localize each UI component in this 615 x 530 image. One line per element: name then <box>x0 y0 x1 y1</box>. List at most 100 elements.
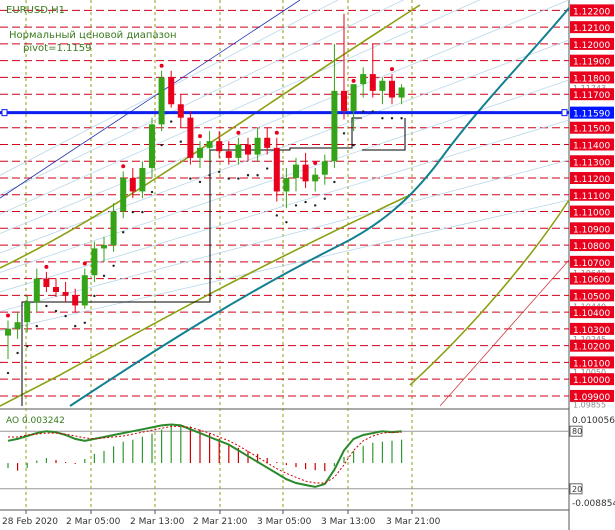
time-label: 2 Mar 21:00 <box>193 517 248 527</box>
price-marker-label: 1.09855 <box>573 400 606 409</box>
bearish-candle[interactable] <box>53 286 59 293</box>
price-label-bg <box>570 389 614 402</box>
bearish-candle[interactable] <box>177 104 184 118</box>
fan-line <box>0 0 405 196</box>
indicator-title: Нормальный ценовой диапазон <box>9 30 177 41</box>
indicator-dot <box>304 200 307 204</box>
pivot-label: pivot=1.1159 <box>23 43 91 54</box>
bullish-candle[interactable] <box>139 167 146 192</box>
bullish-candle[interactable] <box>379 80 386 91</box>
bearish-candle[interactable] <box>389 80 395 98</box>
main-price-pane[interactable] <box>0 0 570 530</box>
oscillator-pane[interactable]: 80 20 <box>0 423 583 495</box>
price-label-bg <box>570 205 614 218</box>
price-label-bg <box>570 356 614 369</box>
indicator-dot <box>266 167 269 170</box>
price-label-bg <box>570 37 614 50</box>
bearish-candle[interactable] <box>302 164 309 182</box>
price-label-bg <box>570 272 614 285</box>
price-label: 1.11900 <box>573 58 610 68</box>
indicator-dot <box>400 117 403 120</box>
level-80-label: 80 <box>572 427 582 436</box>
indicator-dot <box>208 174 211 177</box>
indicator-dot <box>122 231 125 234</box>
bearish-candle[interactable] <box>341 90 347 111</box>
bullish-candle[interactable] <box>321 161 328 175</box>
level-80-tag <box>569 425 583 437</box>
bullish-candle[interactable] <box>158 77 165 125</box>
bullish-candle[interactable] <box>91 248 98 276</box>
bullish-candle[interactable] <box>235 144 242 158</box>
price-label-bg <box>570 155 614 168</box>
bullish-candle[interactable] <box>33 278 40 303</box>
bullish-candle[interactable] <box>110 211 117 246</box>
bearish-candle[interactable] <box>43 278 50 287</box>
price-label-bg <box>570 21 614 34</box>
indicator-dot <box>160 143 163 147</box>
bearish-candle[interactable] <box>273 147 280 192</box>
price-label-bg <box>570 306 614 319</box>
price-label-bg <box>570 121 614 134</box>
time-label: 3 Mar 13:00 <box>321 517 376 527</box>
bearish-candle[interactable] <box>225 151 232 158</box>
price-marker-label: 1.10245 <box>573 335 606 344</box>
bearish-candle[interactable] <box>187 117 194 158</box>
bullish-candle[interactable] <box>293 164 299 179</box>
indicator-dot <box>83 321 87 324</box>
bullish-candle[interactable] <box>206 141 213 148</box>
price-label: 1.10200 <box>573 343 610 353</box>
bullish-candle[interactable] <box>24 302 31 323</box>
price-label-bg <box>570 222 614 235</box>
oscillator-scale-bottom: -0.008854 <box>572 499 615 509</box>
price-label-bg <box>570 239 614 252</box>
bearish-candle[interactable] <box>129 178 136 192</box>
bearish-candle[interactable] <box>245 144 251 155</box>
bullish-candle[interactable] <box>331 90 338 162</box>
bearish-candle[interactable] <box>369 74 376 91</box>
bullish-candle[interactable] <box>120 178 127 212</box>
bullish-candle[interactable] <box>81 275 88 306</box>
indicator-dot <box>218 170 221 174</box>
price-label: 1.11100 <box>573 192 610 202</box>
time-label: 3 Mar 05:00 <box>257 517 312 527</box>
indicator-dot <box>74 324 77 328</box>
bullish-candle[interactable] <box>398 87 405 98</box>
bullish-candle[interactable] <box>350 84 357 111</box>
fractal-up-marker <box>198 134 202 139</box>
bullish-candle[interactable] <box>101 245 107 249</box>
bullish-candle[interactable] <box>283 178 290 192</box>
price-label: 1.11200 <box>573 175 610 185</box>
bullish-candle[interactable] <box>254 137 261 155</box>
range-box-line <box>362 118 406 151</box>
oscillator-scale-top: 0.010056 <box>572 416 615 426</box>
channel-mid-line <box>0 194 411 407</box>
pivot-anchor[interactable] <box>1 109 8 117</box>
indicator-dot <box>26 345 29 348</box>
indicator-dot <box>342 132 346 135</box>
bearish-candle[interactable] <box>168 77 175 105</box>
indicator-dot <box>64 314 67 318</box>
indicator-dot <box>362 110 365 113</box>
bullish-candle[interactable] <box>14 322 21 329</box>
price-label-bg <box>570 4 614 17</box>
bearish-candle[interactable] <box>62 292 69 296</box>
bullish-candle[interactable] <box>5 328 11 336</box>
price-label: 1.10900 <box>573 225 610 235</box>
fractal-up-marker <box>159 63 164 68</box>
bullish-candle[interactable] <box>312 174 319 182</box>
pivot-anchor[interactable] <box>561 109 568 117</box>
price-label: 1.10600 <box>573 276 610 286</box>
price-label: 1.10300 <box>573 326 610 336</box>
bullish-candle[interactable] <box>360 74 367 85</box>
indicator-dot <box>45 304 48 308</box>
bearish-candle[interactable] <box>72 295 79 306</box>
bullish-candle[interactable] <box>197 147 203 158</box>
fan-line <box>0 199 570 332</box>
price-label: 1.11300 <box>573 158 610 168</box>
bearish-candle[interactable] <box>264 137 271 148</box>
indicator-dot <box>294 204 298 207</box>
bearish-candle[interactable] <box>216 141 223 152</box>
bullish-candle[interactable] <box>149 124 155 168</box>
